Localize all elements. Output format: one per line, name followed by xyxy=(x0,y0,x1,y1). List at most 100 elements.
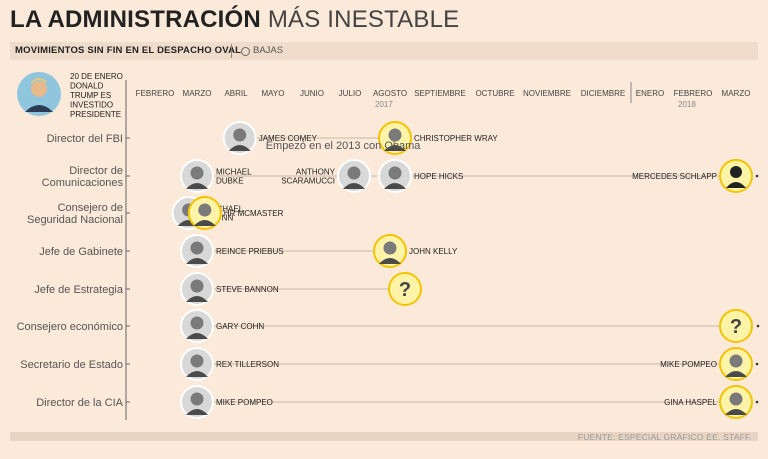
person-name: MICHAEL xyxy=(208,205,244,214)
person-name: DUBKE xyxy=(216,177,244,186)
subtitle: MOVIMIENTOS SIN FIN EN EL DESPACHO OVAL xyxy=(15,45,242,56)
role-label: Jefe de Estrategia xyxy=(34,284,124,296)
portrait-head-shape xyxy=(190,241,204,255)
portrait-head-shape xyxy=(190,354,204,368)
month-label: FEBRERO xyxy=(136,89,175,98)
person-name: JOHN KELLY xyxy=(409,247,458,256)
role-label: Director de la CIA xyxy=(36,397,123,409)
person-name: JAMES COMEY xyxy=(259,134,318,143)
start-event-label: 20 DE ENERO xyxy=(70,72,123,81)
subtitle-bar: MOVIMIENTOS SIN FIN EN EL DESPACHO OVAL … xyxy=(10,42,758,60)
continuation-dot xyxy=(755,174,759,178)
continuation-dot xyxy=(755,400,759,404)
timeline-row: Jefe de Estrategia STEVE BANNON? xyxy=(34,272,422,306)
month-label: MARZO xyxy=(722,89,751,98)
portrait-head-shape xyxy=(198,203,212,217)
timeline-row: Director de la CIA MIKE POMPEO GINA HASPEL xyxy=(36,385,759,419)
legend-circle-icon xyxy=(241,47,250,56)
portrait-head-shape xyxy=(233,128,247,142)
person-name: GINA HASPEL xyxy=(664,398,717,407)
start-event-label: TRUMP ES xyxy=(70,91,111,100)
person-name: REX TILLERSON xyxy=(216,360,279,369)
year-label: 2018 xyxy=(678,100,696,109)
portrait-body-shape xyxy=(186,333,208,339)
person-name: MIKE POMPEO xyxy=(216,398,273,407)
vacant-position xyxy=(388,272,422,306)
legend-label: BAJAS xyxy=(253,45,284,56)
portrait-head-shape xyxy=(388,128,402,142)
trump-hair-shape xyxy=(31,78,47,84)
portrait-body-shape xyxy=(384,183,406,189)
person-name: MERCEDES SCHLAPP xyxy=(632,172,717,181)
month-label: OCTUBRE xyxy=(475,89,514,98)
month-label: NOVIEMBRE xyxy=(523,89,571,98)
portrait-body-shape xyxy=(384,145,406,151)
subtitle-separator xyxy=(231,44,232,58)
start-event-label: INVESTIDO xyxy=(70,101,113,110)
person-name: CHRISTOPHER WRAY xyxy=(414,134,498,143)
portrait-body-shape xyxy=(186,258,208,264)
portrait-body-shape xyxy=(228,145,251,151)
portrait-body-shape xyxy=(725,409,747,415)
timeline-row: Director del FBI JAMES COMEY CHRISTOPHER W… xyxy=(47,121,498,155)
person-name: HR MCMASTER xyxy=(224,209,284,218)
month-label: DICIEMBRE xyxy=(581,89,625,98)
month-label: AGOSTO xyxy=(373,89,407,98)
role-label: Jefe de Gabinete xyxy=(39,246,123,258)
month-label: SEPTIEMBRE xyxy=(414,89,466,98)
portrait-body-shape xyxy=(725,371,747,377)
source-note: FUENTE: ESPECIAL GRÁFICO EE. STAFF. xyxy=(577,432,752,442)
timeline-row: Consejero económico GARY COHN? xyxy=(17,309,760,343)
role-label: Consejero de xyxy=(58,202,123,214)
portrait-body-shape xyxy=(186,296,208,302)
continuation-dot xyxy=(756,324,760,328)
continuation-dot xyxy=(755,362,759,366)
role-label: Director de xyxy=(69,165,123,177)
page-title: LA ADMINISTRACIÓN MÁS INESTABLE xyxy=(10,6,459,34)
year-label: 2017 xyxy=(375,100,393,109)
month-label: JUNIO xyxy=(300,89,324,98)
portrait-body-shape xyxy=(186,371,208,377)
timeline-row: Secretario de Estado REX TILLERSON MIKE PO… xyxy=(20,347,759,381)
portrait-head-shape xyxy=(190,392,204,406)
trump-face-shape xyxy=(31,81,47,97)
portrait-body-shape xyxy=(186,183,208,189)
month-label: JULIO xyxy=(339,89,362,98)
month-label: ENERO xyxy=(636,89,664,98)
portrait-head-shape xyxy=(383,241,397,255)
role-label: Secretario de Estado xyxy=(20,359,123,371)
footer-bar xyxy=(10,432,758,441)
portrait-head-shape xyxy=(190,316,204,330)
person-name: ANTHONY xyxy=(296,168,336,177)
trump-suit-shape xyxy=(25,105,53,112)
portrait-head-shape xyxy=(347,166,361,180)
portrait-body-shape xyxy=(343,183,365,189)
silhouette-head xyxy=(730,166,742,178)
person-name: MIKE POMPEO xyxy=(660,360,717,369)
month-label: MARZO xyxy=(183,89,212,98)
person-name: STEVE BANNON xyxy=(216,285,279,294)
month-label: ABRIL xyxy=(224,89,248,98)
portrait-body-shape xyxy=(186,409,208,415)
question-mark-icon: ? xyxy=(730,316,742,338)
person-name: REINCE PRIEBUS xyxy=(216,247,284,256)
portrait-body-shape xyxy=(193,220,216,226)
row-note: Empezó en el 2013 con Obama xyxy=(266,140,422,152)
portrait-head-shape xyxy=(729,392,743,406)
timeline-row: Jefe de Gabinete REINCE PRIEBUS JOHN KELLY xyxy=(39,234,458,268)
person-name: SCARAMUCCI xyxy=(281,177,335,186)
role-label: Seguridad Nacional xyxy=(27,214,123,226)
title-light: MÁS INESTABLE xyxy=(267,6,460,33)
portrait-head-shape xyxy=(190,279,204,293)
portrait-body-shape xyxy=(379,258,401,264)
start-event-label: DONALD xyxy=(70,82,104,91)
month-label: FEBRERO xyxy=(674,89,713,98)
start-event-label: PRESIDENTE xyxy=(70,110,121,119)
person-name: MICHAEL xyxy=(216,168,252,177)
role-label: Comunicaciones xyxy=(42,177,124,189)
silhouette-body xyxy=(726,182,746,188)
vacant-position xyxy=(719,309,753,343)
